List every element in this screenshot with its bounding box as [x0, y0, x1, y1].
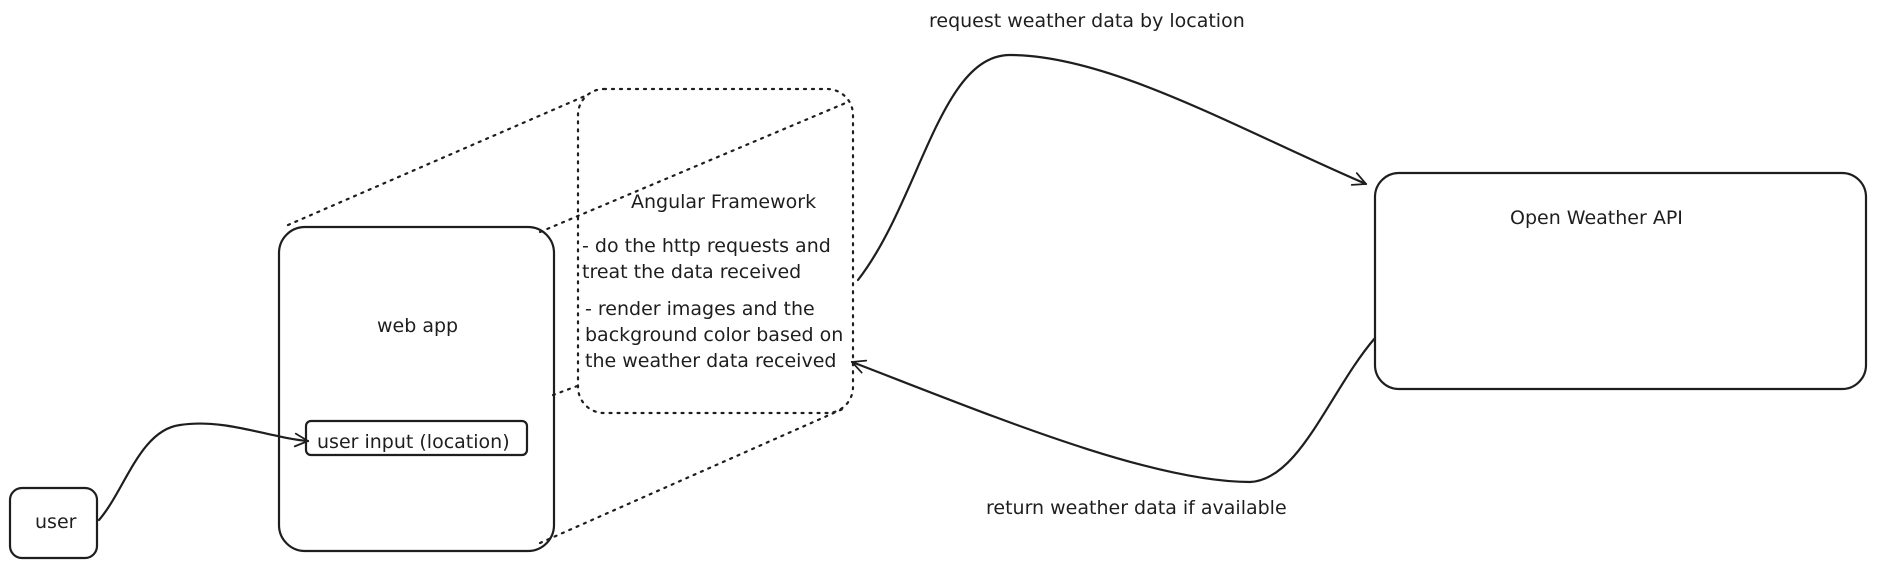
user-box[interactable]: [8, 486, 99, 560]
request-arrow: [856, 53, 1368, 282]
user-label: user: [35, 511, 77, 533]
angular-responsibility-http: - do the http requests and treat the dat…: [582, 235, 831, 283]
request-edge-label: request weather data by location: [929, 10, 1245, 32]
web-app-box[interactable]: [277, 225, 556, 553]
angular-framework-title: Angular Framework: [631, 191, 817, 213]
user-input-label: user input (location): [317, 431, 510, 453]
response-edge-label: return weather data if available: [986, 497, 1287, 519]
projection-lines: [286, 94, 850, 545]
response-arrow: [850, 336, 1377, 484]
user-to-input-arrow: [97, 422, 310, 522]
open-weather-api-label: Open Weather API: [1510, 207, 1683, 229]
open-weather-api-box[interactable]: [1373, 171, 1868, 391]
web-app-label: web app: [377, 315, 459, 337]
angular-framework-box[interactable]: [576, 87, 855, 415]
angular-responsibility-render: - render images and the background color…: [585, 298, 844, 372]
